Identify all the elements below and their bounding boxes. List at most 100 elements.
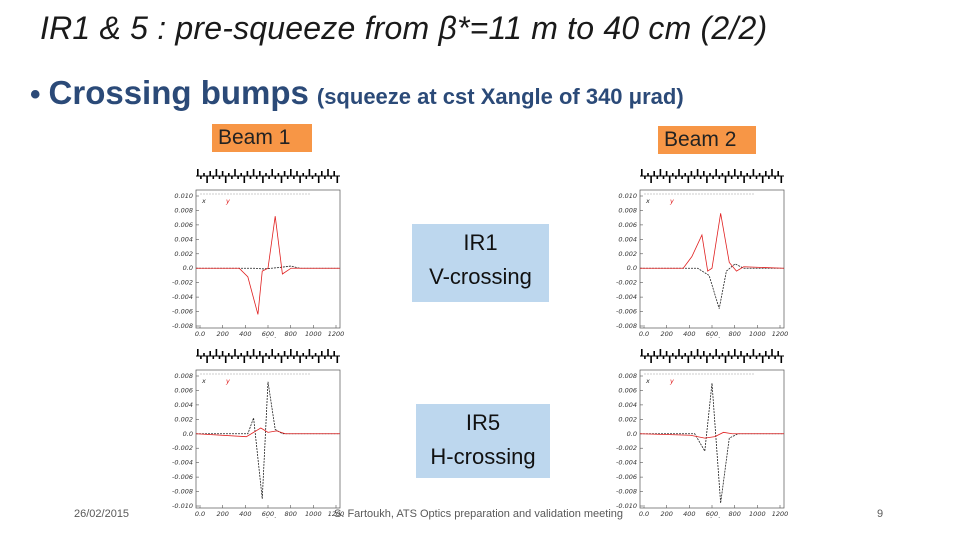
y-tick-label: -0.006 bbox=[616, 308, 637, 316]
y-tick-label: 0.0 bbox=[183, 430, 193, 438]
x-tick-label: 200 bbox=[216, 330, 228, 338]
y-tick-label: 0.006 bbox=[618, 386, 637, 394]
x-tick-label: 200 bbox=[660, 510, 672, 518]
lattice-magnet bbox=[302, 353, 304, 356]
lattice-magnet bbox=[252, 169, 255, 176]
lattice-magnet bbox=[752, 349, 755, 356]
lattice-magnet bbox=[743, 176, 745, 183]
plot-beam2-ir5: x y 0.008 0.006 0.004 0.002 0.0 -0.002 -0.004 -0.… bbox=[604, 348, 804, 518]
lattice-magnet bbox=[206, 176, 208, 183]
x-tick-label: 600 bbox=[706, 510, 718, 518]
lattice-magnet bbox=[206, 356, 208, 363]
lattice-magnet bbox=[687, 176, 690, 183]
series-y-curve bbox=[639, 431, 784, 439]
lattice-magnet bbox=[718, 356, 721, 359]
y-tick-label: 0.006 bbox=[174, 221, 193, 229]
bullet-crossing-bumps: • Crossing bumps (squeeze at cst Xangle of… bbox=[30, 74, 684, 112]
lattice-magnet bbox=[699, 356, 702, 359]
plot-beam2-ir1: x y 0.010 0.008 0.006 0.004 0.002 0.0 -0.002 -0.0… bbox=[604, 168, 804, 338]
lattice-magnet bbox=[761, 356, 764, 363]
x-tick-label: 1200 bbox=[772, 330, 789, 338]
y-tick-label: -0.002 bbox=[172, 444, 193, 452]
x-tick-label: 400 bbox=[683, 510, 695, 518]
lattice-magnet bbox=[724, 176, 727, 183]
series-y-curve bbox=[640, 213, 785, 272]
lattice-magnet bbox=[286, 356, 289, 359]
lattice-magnet bbox=[647, 173, 649, 176]
lattice-magnet bbox=[296, 351, 298, 356]
x-tick-label: 1200 bbox=[772, 510, 789, 518]
lattice-magnet bbox=[286, 176, 289, 179]
plot-frame bbox=[639, 189, 785, 329]
lattice-magnet bbox=[246, 171, 249, 176]
lattice-magnet bbox=[293, 176, 295, 179]
lattice-magnet bbox=[746, 173, 748, 176]
lattice-magnet bbox=[259, 351, 261, 356]
lattice-magnet bbox=[693, 176, 696, 179]
y-tick-label: -0.006 bbox=[172, 308, 193, 316]
y-tick-label: 0.0 bbox=[627, 430, 637, 438]
lattice-magnet bbox=[299, 356, 301, 363]
y-tick-label: -0.008 bbox=[172, 322, 193, 330]
lattice-magnet bbox=[231, 356, 233, 359]
lattice-magnet bbox=[727, 351, 730, 356]
lattice-magnet bbox=[656, 176, 659, 179]
legend-x-label: x bbox=[645, 197, 650, 205]
lattice-magnet bbox=[296, 171, 298, 176]
lattice-magnet bbox=[721, 353, 724, 356]
lattice-magnet bbox=[265, 353, 267, 356]
lattice-magnet bbox=[271, 169, 273, 176]
lattice-magnet bbox=[706, 356, 708, 363]
lattice-magnet bbox=[721, 173, 724, 176]
x-tick-label: 800 bbox=[728, 330, 740, 338]
lattice-magnet bbox=[215, 169, 218, 176]
lattice-magnet bbox=[265, 173, 267, 176]
lattice-magnet bbox=[777, 171, 779, 176]
y-tick-label: 0.002 bbox=[174, 250, 193, 258]
plot-frame bbox=[195, 189, 341, 329]
lattice-magnet bbox=[246, 351, 249, 356]
plot-svg: x y 0.010 0.008 0.006 0.004 0.002 0.0 -0.002 -0.0… bbox=[172, 169, 344, 338]
lattice-magnet bbox=[734, 169, 736, 176]
x-tick-label: 800 bbox=[284, 510, 296, 518]
lattice-magnet bbox=[737, 176, 739, 179]
lattice-magnet bbox=[687, 356, 690, 363]
lattice-magnet bbox=[696, 349, 699, 356]
lattice-magnet bbox=[212, 176, 215, 179]
plot-frame bbox=[639, 369, 785, 509]
lattice-magnet bbox=[734, 349, 736, 356]
lattice-magnet bbox=[644, 176, 646, 179]
legend-x-label: x bbox=[201, 197, 206, 205]
y-tick-label: -0.004 bbox=[616, 459, 637, 467]
lattice-magnet bbox=[678, 169, 680, 176]
lattice-magnet bbox=[644, 356, 646, 359]
lattice-magnet bbox=[277, 173, 280, 176]
y-tick-label: -0.008 bbox=[616, 322, 637, 330]
y-tick-label: 0.0 bbox=[627, 264, 637, 272]
x-axis-unit: s (m) bbox=[704, 336, 721, 338]
lattice-magnet bbox=[209, 171, 211, 176]
legend-x-label: x bbox=[645, 377, 650, 385]
ir1-v-crossing-box: IR1 V-crossing bbox=[412, 224, 549, 302]
x-tick-label: 1000 bbox=[305, 330, 322, 338]
lattice-magnet bbox=[768, 356, 770, 359]
y-tick-label: 0.002 bbox=[174, 415, 193, 423]
bullet-dot-icon: • bbox=[30, 78, 41, 111]
lattice-magnet bbox=[758, 353, 761, 356]
lattice-magnet bbox=[755, 176, 758, 179]
legend-x-label: x bbox=[201, 377, 206, 385]
lattice-magnet bbox=[240, 173, 242, 176]
lattice-magnet bbox=[641, 169, 643, 176]
lattice-magnet bbox=[249, 356, 252, 359]
footer-page-number: 9 bbox=[877, 508, 884, 520]
y-tick-label: 0.008 bbox=[618, 206, 637, 214]
x-tick-label: 0.0 bbox=[639, 510, 649, 518]
lattice-magnet bbox=[774, 176, 776, 179]
lattice-magnet bbox=[712, 176, 714, 179]
lattice-magnet bbox=[780, 356, 783, 363]
lattice-magnet bbox=[771, 169, 773, 176]
lattice-magnet bbox=[228, 173, 230, 176]
y-tick-label: 0.002 bbox=[618, 415, 637, 423]
y-tick-label: 0.004 bbox=[618, 235, 637, 243]
x-tick-label: 1200 bbox=[328, 510, 345, 518]
